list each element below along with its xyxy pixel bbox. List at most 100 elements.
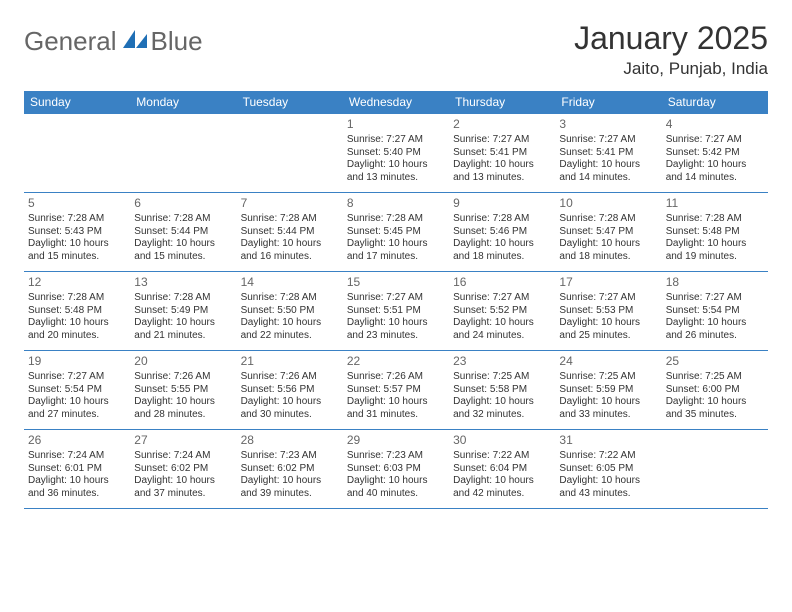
day-number: 26 — [28, 433, 126, 448]
day-cell: 5Sunrise: 7:28 AMSunset: 5:43 PMDaylight… — [24, 193, 130, 271]
sunset-text: Sunset: 6:02 PM — [241, 463, 339, 476]
sunset-text: Sunset: 5:45 PM — [347, 226, 445, 239]
sunset-text: Sunset: 5:52 PM — [453, 305, 551, 318]
daylight-text: Daylight: 10 hours and 13 minutes. — [347, 159, 445, 184]
daylight-text: Daylight: 10 hours and 15 minutes. — [28, 238, 126, 263]
daylight-text: Daylight: 10 hours and 40 minutes. — [347, 475, 445, 500]
day-number: 16 — [453, 275, 551, 290]
daylight-text: Daylight: 10 hours and 22 minutes. — [241, 317, 339, 342]
dayname-sun: Sunday — [24, 91, 130, 113]
day-number: 10 — [559, 196, 657, 211]
weeks-container: 1Sunrise: 7:27 AMSunset: 5:40 PMDaylight… — [24, 113, 768, 509]
day-number: 3 — [559, 117, 657, 132]
day-cell: 27Sunrise: 7:24 AMSunset: 6:02 PMDayligh… — [130, 430, 236, 508]
day-number: 17 — [559, 275, 657, 290]
sunset-text: Sunset: 5:58 PM — [453, 384, 551, 397]
daylight-text: Daylight: 10 hours and 21 minutes. — [134, 317, 232, 342]
day-cell — [662, 430, 768, 508]
dayname-wed: Wednesday — [343, 91, 449, 113]
day-number: 20 — [134, 354, 232, 369]
day-number: 15 — [347, 275, 445, 290]
calendar: Sunday Monday Tuesday Wednesday Thursday… — [24, 91, 768, 509]
day-cell: 2Sunrise: 7:27 AMSunset: 5:41 PMDaylight… — [449, 114, 555, 192]
sunrise-text: Sunrise: 7:28 AM — [28, 292, 126, 305]
day-cell: 10 Sunrise: 7:28 AMSunset: 5:47 PMDayligh… — [555, 193, 661, 271]
day-cell — [237, 114, 343, 192]
logo-word2: Blue — [151, 26, 203, 57]
daylight-text: Daylight: 10 hours and 33 minutes. — [559, 396, 657, 421]
sunrise-text: Sunrise: 7:26 AM — [241, 371, 339, 384]
sunrise-text: Sunrise: 7:28 AM — [241, 292, 339, 305]
week-row: 12Sunrise: 7:28 AMSunset: 5:48 PMDayligh… — [24, 271, 768, 350]
sunset-text: Sunset: 5:55 PM — [134, 384, 232, 397]
day-cell: 24 Sunrise: 7:25 AMSunset: 5:59 PMDayligh… — [555, 351, 661, 429]
day-cell: 1Sunrise: 7:27 AMSunset: 5:40 PMDaylight… — [343, 114, 449, 192]
day-cell: 20Sunrise: 7:26 AMSunset: 5:55 PMDayligh… — [130, 351, 236, 429]
day-cell — [130, 114, 236, 192]
day-cell — [24, 114, 130, 192]
day-number: 21 — [241, 354, 339, 369]
sunrise-text: Sunrise: 7:24 AM — [134, 450, 232, 463]
day-number: 9 — [453, 196, 551, 211]
daylight-text: Daylight: 10 hours and 24 minutes. — [453, 317, 551, 342]
day-cell: 19Sunrise: 7:27 AMSunset: 5:54 PMDayligh… — [24, 351, 130, 429]
sunset-text: Sunset: 5:49 PM — [134, 305, 232, 318]
daylight-text: Daylight: 10 hours and 14 minutes. — [666, 159, 764, 184]
logo-word1: General — [24, 26, 117, 57]
sunrise-text: Sunrise: 7:28 AM — [666, 213, 764, 226]
sunset-text: Sunset: 6:00 PM — [666, 384, 764, 397]
dayname-fri: Friday — [555, 91, 661, 113]
page-title: January 2025 — [574, 20, 768, 57]
daylight-text: Daylight: 10 hours and 42 minutes. — [453, 475, 551, 500]
day-cell: 21Sunrise: 7:26 AMSunset: 5:56 PMDayligh… — [237, 351, 343, 429]
sunrise-text: Sunrise: 7:28 AM — [559, 213, 657, 226]
day-cell: 28Sunrise: 7:23 AMSunset: 6:02 PMDayligh… — [237, 430, 343, 508]
day-cell: 14Sunrise: 7:28 AMSunset: 5:50 PMDayligh… — [237, 272, 343, 350]
day-number: 25 — [666, 354, 764, 369]
sunset-text: Sunset: 5:41 PM — [453, 147, 551, 160]
daylight-text: Daylight: 10 hours and 25 minutes. — [559, 317, 657, 342]
sunset-text: Sunset: 5:54 PM — [666, 305, 764, 318]
day-cell: 8Sunrise: 7:28 AMSunset: 5:45 PMDaylight… — [343, 193, 449, 271]
day-number: 18 — [666, 275, 764, 290]
sunset-text: Sunset: 5:48 PM — [666, 226, 764, 239]
day-cell: 26Sunrise: 7:24 AMSunset: 6:01 PMDayligh… — [24, 430, 130, 508]
day-cell: 25Sunrise: 7:25 AMSunset: 6:00 PMDayligh… — [662, 351, 768, 429]
sunrise-text: Sunrise: 7:25 AM — [453, 371, 551, 384]
sunset-text: Sunset: 5:44 PM — [134, 226, 232, 239]
sunset-text: Sunset: 6:03 PM — [347, 463, 445, 476]
dayname-mon: Monday — [130, 91, 236, 113]
daylight-text: Daylight: 10 hours and 28 minutes. — [134, 396, 232, 421]
day-number: 24 — [559, 354, 657, 369]
day-cell: 7Sunrise: 7:28 AMSunset: 5:44 PMDaylight… — [237, 193, 343, 271]
dayname-tue: Tuesday — [237, 91, 343, 113]
sunset-text: Sunset: 6:02 PM — [134, 463, 232, 476]
daylight-text: Daylight: 10 hours and 26 minutes. — [666, 317, 764, 342]
day-number: 8 — [347, 196, 445, 211]
day-cell: 31Sunrise: 7:22 AMSunset: 6:05 PMDayligh… — [555, 430, 661, 508]
day-number: 2 — [453, 117, 551, 132]
title-block: January 2025 Jaito, Punjab, India — [574, 20, 768, 79]
sunrise-text: Sunrise: 7:25 AM — [559, 371, 657, 384]
day-cell: 12Sunrise: 7:28 AMSunset: 5:48 PMDayligh… — [24, 272, 130, 350]
sunset-text: Sunset: 6:04 PM — [453, 463, 551, 476]
day-number: 4 — [666, 117, 764, 132]
day-cell: 9Sunrise: 7:28 AMSunset: 5:46 PMDaylight… — [449, 193, 555, 271]
sunrise-text: Sunrise: 7:28 AM — [134, 213, 232, 226]
daylight-text: Daylight: 10 hours and 27 minutes. — [28, 396, 126, 421]
daylight-text: Daylight: 10 hours and 17 minutes. — [347, 238, 445, 263]
day-cell: 3Sunrise: 7:27 AMSunset: 5:41 PMDaylight… — [555, 114, 661, 192]
header: General Blue January 2025 Jaito, Punjab,… — [24, 20, 768, 79]
sunrise-text: Sunrise: 7:27 AM — [666, 292, 764, 305]
day-cell: 23Sunrise: 7:25 AMSunset: 5:58 PMDayligh… — [449, 351, 555, 429]
daylight-text: Daylight: 10 hours and 36 minutes. — [28, 475, 126, 500]
day-number: 30 — [453, 433, 551, 448]
sunset-text: Sunset: 5:59 PM — [559, 384, 657, 397]
day-cell: 29Sunrise: 7:23 AMSunset: 6:03 PMDayligh… — [343, 430, 449, 508]
daylight-text: Daylight: 10 hours and 16 minutes. — [241, 238, 339, 263]
day-number: 11 — [666, 196, 764, 211]
day-cell: 16Sunrise: 7:27 AMSunset: 5:52 PMDayligh… — [449, 272, 555, 350]
day-number: 5 — [28, 196, 126, 211]
daylight-text: Daylight: 10 hours and 18 minutes. — [559, 238, 657, 263]
sunset-text: Sunset: 5:47 PM — [559, 226, 657, 239]
